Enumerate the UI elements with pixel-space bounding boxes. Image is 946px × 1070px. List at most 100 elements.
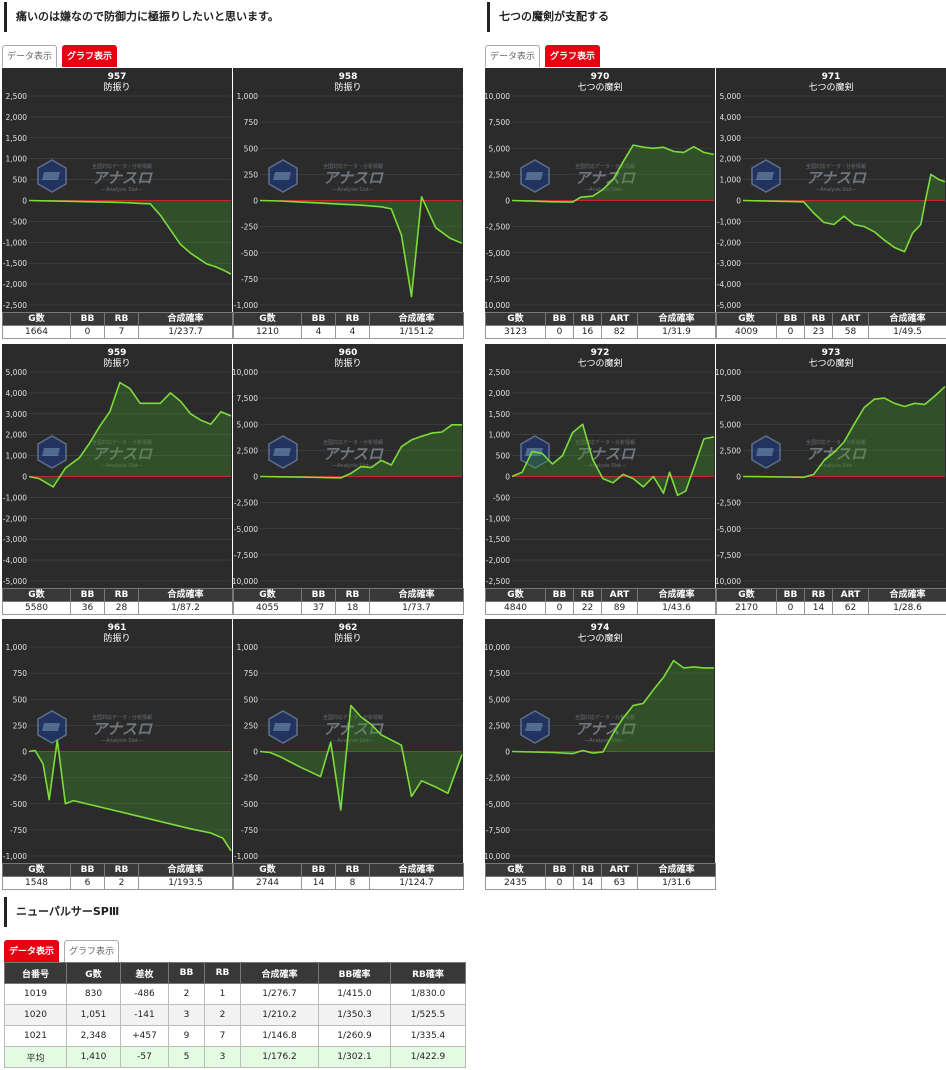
table-cell: 1/276.7	[240, 983, 319, 1005]
tab-data-display-bottom[interactable]: データ表示	[4, 940, 59, 962]
machine-card-974: 974 七つの魔剣 10,000 7,500 5,000 2,500 0 -2,500 -5,0…	[485, 619, 716, 891]
tab-data-display-right[interactable]: データ表示	[485, 45, 540, 67]
y-tick-label: 250	[13, 721, 28, 730]
y-tick-label: 2,500	[720, 446, 742, 455]
stats-value-rate: 1/28.6	[868, 601, 946, 615]
tab-graph-display-right[interactable]: グラフ表示	[545, 45, 600, 67]
stats-value-rb: 28	[104, 601, 139, 615]
table-cell: 830	[66, 983, 121, 1005]
stats-value-rate: 1/31.6	[637, 876, 716, 890]
stats-value-rate: 1/43.6	[637, 601, 716, 615]
section-title-bottom: ニューパルサーSPⅢ	[4, 897, 119, 927]
machine-card-960: 960 防振り 10,000 7,500 5,000 2,500 0 -2,500 -5,000…	[233, 344, 464, 616]
y-tick-label: 750	[244, 118, 259, 127]
stats-header-g: G数	[2, 312, 71, 326]
machine-number: 973	[822, 348, 841, 358]
slump-line	[259, 196, 463, 298]
stats-value-g: 1210	[233, 325, 302, 339]
stats-value-g: 4009	[716, 325, 777, 339]
stats-header-bb: BB	[545, 863, 574, 877]
y-tick-label: 4,000	[6, 389, 28, 398]
slump-area	[260, 424, 462, 478]
svg-text:アナスロ: アナスロ	[92, 445, 153, 463]
stats-header-g: G数	[716, 588, 777, 602]
summary-header-7: RB確率	[390, 962, 466, 984]
average-cell: 平均	[4, 1046, 67, 1068]
machine-stats-table: G数 BB RB 合成確率 1664 0 7 1/237.7	[2, 312, 233, 339]
table-cell: 1/335.4	[390, 1025, 466, 1047]
machine-card-973: 973 七つの魔剣 10,000 7,500 5,000 2,500 0 -2,500 -5,0…	[716, 344, 946, 616]
svg-text:—Analysis Slot—: —Analysis Slot—	[101, 463, 143, 469]
svg-text:—Analysis Slot—: —Analysis Slot—	[815, 463, 857, 469]
slump-line	[28, 381, 232, 488]
y-tick-label: 0	[253, 473, 258, 482]
tab-graph-display-left[interactable]: グラフ表示	[62, 45, 117, 67]
average-row: 平均 1,410 -57 5 3 1/176.2 1/302.1 1/422.9	[4, 1046, 466, 1068]
y-tick-label: 0	[253, 197, 258, 206]
table-cell: 1	[204, 983, 241, 1005]
machine-name: 七つの魔剣	[577, 81, 622, 93]
stats-value-g: 2170	[716, 601, 777, 615]
y-tick-label: -7,500	[486, 275, 510, 284]
stats-value-rate: 1/31.9	[637, 325, 716, 339]
svg-text:全国対応データ・分析情報: 全国対応データ・分析情報	[575, 714, 635, 721]
slump-line	[511, 659, 714, 755]
table-cell: 3	[168, 1004, 205, 1026]
svg-text:—Analysis Slot—: —Analysis Slot—	[101, 187, 143, 193]
table-cell: 1/210.2	[240, 1004, 319, 1026]
slump-area	[743, 174, 945, 252]
y-tick-label: -250	[241, 774, 258, 783]
table-cell: 2	[204, 1004, 241, 1026]
y-tick-label: -500	[10, 217, 27, 226]
slump-line	[742, 386, 946, 479]
table-row: 1021 2,348 +457 9 7 1/146.8 1/260.9 1/335.4	[4, 1025, 466, 1047]
svg-text:—Analysis Slot—: —Analysis Slot—	[584, 738, 626, 744]
stats-value-g: 2744	[233, 876, 302, 890]
y-tick-label: -2,500	[3, 301, 27, 310]
slump-area	[260, 705, 462, 810]
stats-value-g: 1548	[2, 876, 71, 890]
y-tick-label: -750	[241, 275, 258, 284]
svg-text:全国対応データ・分析情報: 全国対応データ・分析情報	[92, 163, 152, 170]
stats-header-bb: BB	[301, 863, 336, 877]
y-tick-label: 7,500	[489, 669, 511, 678]
y-tick-label: 0	[736, 473, 741, 482]
svg-text:—Analysis Slot—: —Analysis Slot—	[332, 463, 374, 469]
y-tick-label: -750	[241, 826, 258, 835]
slump-line	[742, 173, 946, 253]
summary-header-4: RB	[204, 962, 241, 984]
tab-data-display-left[interactable]: データ表示	[2, 45, 57, 67]
stats-header-g: G数	[233, 588, 302, 602]
stats-value-rb: 7	[104, 325, 139, 339]
y-tick-label: -2,000	[3, 514, 27, 523]
y-tick-label: -5,000	[3, 577, 27, 586]
stats-value-g: 4055	[233, 601, 302, 615]
slump-line	[511, 423, 715, 497]
section-title-right: 七つの魔剣が支配する	[487, 2, 609, 32]
table-cell: 1/350.3	[318, 1004, 391, 1026]
y-tick-label: 1,500	[6, 134, 28, 143]
stats-value-art: 62	[832, 601, 869, 615]
stats-value-bb: 0	[776, 601, 805, 615]
machine-stats-table: G数 BB RB 合成確率 1548 6 2 1/193.5	[2, 863, 233, 890]
stats-header-rate: 合成確率	[637, 588, 716, 602]
stats-value-art: 63	[601, 876, 638, 890]
tab-graph-display-bottom[interactable]: グラフ表示	[64, 940, 119, 962]
y-tick-label: -1,000	[3, 493, 27, 502]
machine-number: 958	[339, 72, 358, 82]
svg-text:アナスロ: アナスロ	[323, 720, 384, 738]
stats-header-bb: BB	[70, 588, 105, 602]
machine-card-961: 961 防振り 1,000 750 500 250 0 -250 -500 -750 -1,000 全…	[2, 619, 233, 891]
y-tick-label: 10,000	[716, 368, 741, 377]
y-tick-label: 500	[244, 144, 259, 153]
y-tick-label: -7,500	[717, 551, 741, 560]
stats-value-bb: 0	[70, 325, 105, 339]
